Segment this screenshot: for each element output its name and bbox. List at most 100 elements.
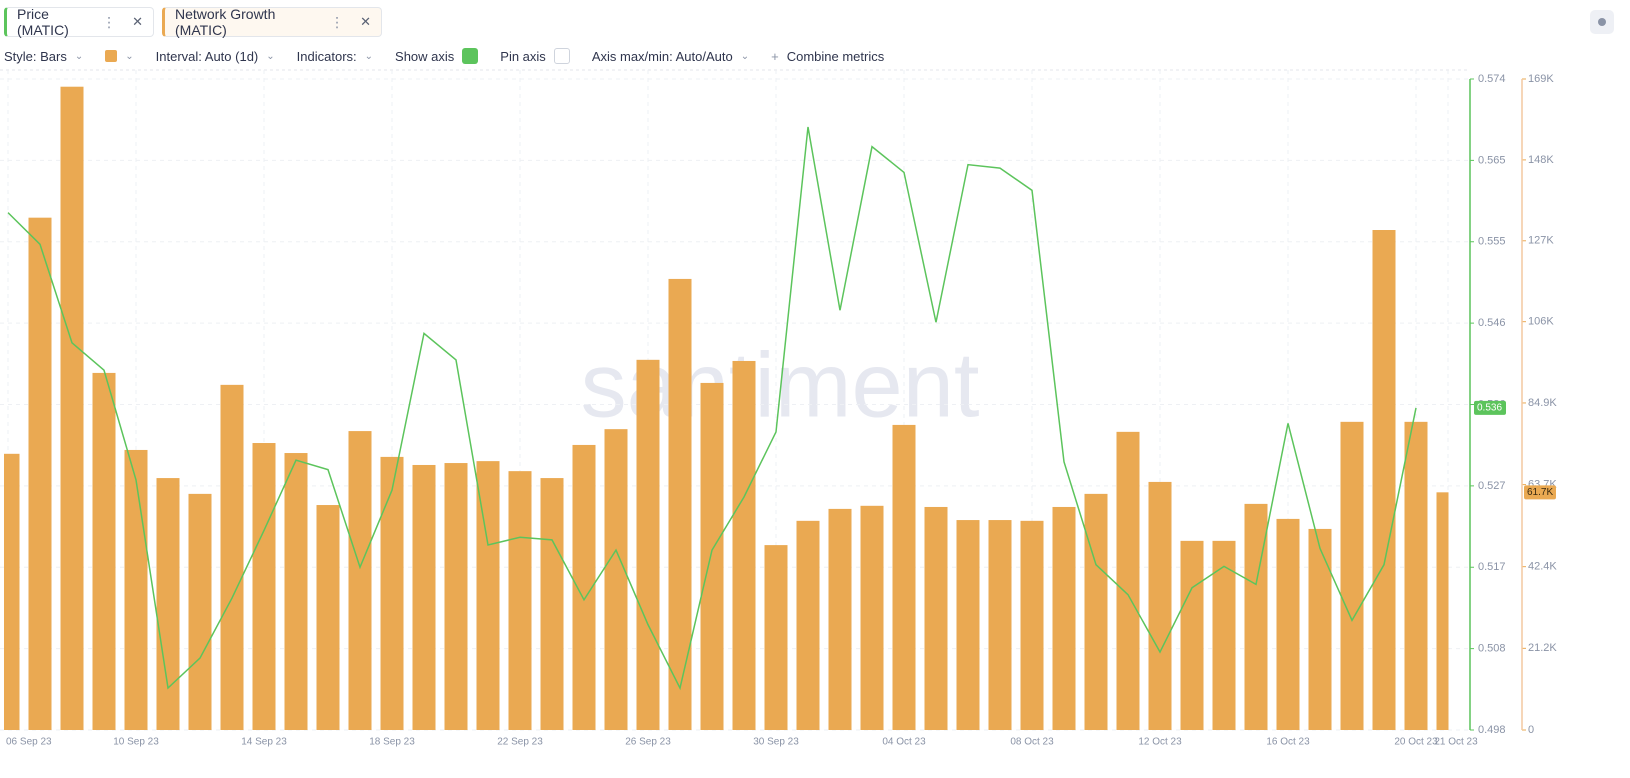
settings-button[interactable] xyxy=(1590,10,1614,34)
y-tick-label: 0.546 xyxy=(1478,317,1506,329)
style-select[interactable]: Style: Bars ⌄ xyxy=(4,48,84,64)
swatch xyxy=(105,50,118,62)
bar xyxy=(956,520,980,730)
bar xyxy=(1404,421,1428,730)
combine-metrics[interactable]: + Combine metrics xyxy=(771,48,885,64)
metric-tab[interactable]: Network Growth (MATIC) ⋮ ✕ xyxy=(162,6,382,38)
bar xyxy=(732,360,756,730)
y2-tick-label: 169K xyxy=(1528,73,1554,85)
y2-tick-label: 84.9K xyxy=(1528,397,1557,409)
bar xyxy=(476,461,500,730)
x-tick-label: 21 Oct 23 xyxy=(1434,737,1478,748)
bar xyxy=(1436,492,1449,730)
label: Axis max/min: Auto/Auto xyxy=(591,48,733,64)
y-tick-label: 0.498 xyxy=(1478,724,1506,736)
bar xyxy=(284,453,308,730)
y-tick-label: 0.565 xyxy=(1478,154,1506,166)
x-tick-label: 20 Oct 23 xyxy=(1394,737,1438,748)
checkbox[interactable] xyxy=(553,48,570,64)
y2-tick-label: 148K xyxy=(1528,154,1554,166)
label: Combine metrics xyxy=(786,48,885,64)
current-value-label: 0.536 xyxy=(1477,403,1502,414)
current-value-label: 61.7K xyxy=(1527,487,1553,498)
bar xyxy=(1084,493,1108,730)
bar xyxy=(924,506,948,730)
bar xyxy=(380,456,404,730)
bar xyxy=(4,453,20,730)
bar xyxy=(892,424,916,730)
tab-label: Network Growth (MATIC) xyxy=(175,6,276,38)
bar xyxy=(828,508,852,730)
bar xyxy=(124,449,148,730)
bar xyxy=(700,382,724,730)
bar xyxy=(860,505,884,730)
bar xyxy=(572,444,596,730)
close-icon[interactable]: ✕ xyxy=(360,14,371,29)
indicators-select[interactable]: Indicators: ⌄ xyxy=(296,48,374,64)
bar xyxy=(796,520,820,730)
x-tick-label: 04 Oct 23 xyxy=(882,737,926,748)
label: Show axis xyxy=(395,48,455,64)
bar xyxy=(28,217,52,730)
x-tick-label: 16 Oct 23 xyxy=(1266,737,1310,748)
bar xyxy=(1148,481,1172,730)
close-icon[interactable]: ✕ xyxy=(132,14,143,29)
checkbox[interactable] xyxy=(462,48,479,64)
bar xyxy=(1212,540,1236,730)
y2-tick-label: 21.2K xyxy=(1528,642,1557,654)
y-tick-label: 0.574 xyxy=(1478,73,1506,85)
x-tick-label: 18 Sep 23 xyxy=(369,737,415,748)
y2-tick-label: 0 xyxy=(1528,724,1534,736)
pin-axis[interactable]: Pin axis xyxy=(500,48,570,64)
bar xyxy=(988,520,1012,730)
bar xyxy=(1180,540,1204,730)
bar xyxy=(252,443,276,730)
bar xyxy=(604,429,628,730)
menu-icon[interactable]: ⋮ xyxy=(330,13,345,30)
bar xyxy=(1052,506,1076,730)
y2-tick-label: 106K xyxy=(1528,316,1554,328)
bar xyxy=(92,372,116,730)
label: Style: Bars xyxy=(4,48,67,64)
bar xyxy=(1276,518,1300,730)
current-value-badge xyxy=(1524,485,1556,500)
bar xyxy=(156,478,180,730)
bar xyxy=(1340,421,1364,730)
x-tick-label: 06 Sep 23 xyxy=(6,737,52,748)
x-tick-label: 08 Oct 23 xyxy=(1010,737,1054,748)
label: Interval: Auto (1d) xyxy=(155,48,259,64)
bar xyxy=(412,464,436,730)
bar xyxy=(444,463,468,730)
bar xyxy=(348,431,372,730)
y-tick-label: 0.555 xyxy=(1478,236,1506,248)
tab-label: Price (MATIC) xyxy=(17,6,69,38)
metric-tab[interactable]: Price (MATIC) ⋮ ✕ xyxy=(4,6,154,38)
bar xyxy=(540,478,564,730)
x-tick-label: 14 Sep 23 xyxy=(241,737,287,748)
bar xyxy=(764,545,788,730)
bar xyxy=(508,471,532,730)
bar xyxy=(636,359,660,730)
x-tick-label: 22 Sep 23 xyxy=(497,737,543,748)
bar xyxy=(60,86,84,730)
y-tick-label: 0.517 xyxy=(1478,561,1506,573)
axis-maxmin[interactable]: Axis max/min: Auto/Auto ⌄ xyxy=(591,48,750,64)
x-tick-label: 30 Sep 23 xyxy=(753,737,799,748)
y-tick-label: 0.508 xyxy=(1478,643,1506,655)
bar xyxy=(1116,431,1140,730)
bar xyxy=(1020,520,1044,730)
y-tick-label: 0.527 xyxy=(1478,480,1506,492)
toolbar: Style: Bars ⌄ ⌄ Interval: Auto (1d) ⌄ Indi… xyxy=(4,48,906,64)
x-tick-label: 10 Sep 23 xyxy=(113,737,159,748)
color-select[interactable]: ⌄ xyxy=(105,50,134,62)
current-value-badge xyxy=(1474,400,1506,415)
bar xyxy=(316,505,340,730)
bar xyxy=(1244,503,1268,730)
interval-select[interactable]: Interval: Auto (1d) ⌄ xyxy=(155,48,275,64)
bar xyxy=(220,384,244,730)
menu-icon[interactable]: ⋮ xyxy=(102,13,117,30)
show-axis[interactable]: Show axis xyxy=(395,48,479,64)
x-tick-label: 12 Oct 23 xyxy=(1138,737,1182,748)
